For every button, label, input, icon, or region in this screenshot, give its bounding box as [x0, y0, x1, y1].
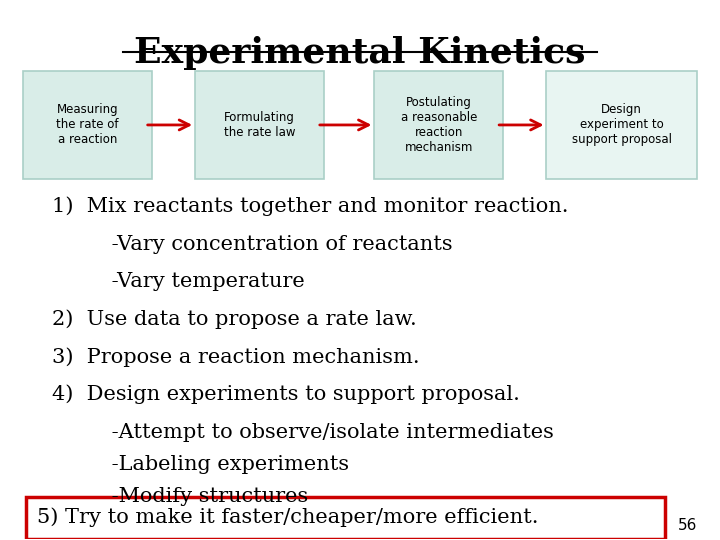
Text: Postulating
a reasonable
reaction
mechanism: Postulating a reasonable reaction mechan… — [401, 96, 477, 154]
Text: 56: 56 — [678, 518, 697, 533]
Text: 1)  Mix reactants together and monitor reaction.: 1) Mix reactants together and monitor re… — [52, 197, 568, 217]
FancyBboxPatch shape — [27, 497, 665, 538]
Text: Experimental Kinetics: Experimental Kinetics — [134, 36, 586, 70]
Text: Measuring
the rate of
a reaction: Measuring the rate of a reaction — [56, 104, 119, 146]
Text: -Labeling experiments: -Labeling experiments — [52, 455, 348, 474]
Text: -Attempt to observe/isolate intermediates: -Attempt to observe/isolate intermediate… — [52, 423, 554, 442]
Text: Design
experiment to
support proposal: Design experiment to support proposal — [572, 104, 672, 146]
Text: Formulating
the rate law: Formulating the rate law — [224, 111, 295, 139]
Text: 5) Try to make it faster/cheaper/more efficient.: 5) Try to make it faster/cheaper/more ef… — [37, 508, 539, 528]
FancyBboxPatch shape — [546, 71, 697, 179]
Text: -Vary concentration of reactants: -Vary concentration of reactants — [52, 235, 452, 254]
Text: -Vary temperature: -Vary temperature — [52, 273, 305, 292]
FancyBboxPatch shape — [195, 71, 324, 179]
Text: 3)  Propose a reaction mechanism.: 3) Propose a reaction mechanism. — [52, 347, 419, 367]
Text: 2)  Use data to propose a rate law.: 2) Use data to propose a rate law. — [52, 309, 416, 329]
Text: -Modify structures: -Modify structures — [52, 488, 308, 507]
Text: 4)  Design experiments to support proposal.: 4) Design experiments to support proposa… — [52, 384, 519, 404]
FancyBboxPatch shape — [374, 71, 503, 179]
FancyBboxPatch shape — [23, 71, 152, 179]
